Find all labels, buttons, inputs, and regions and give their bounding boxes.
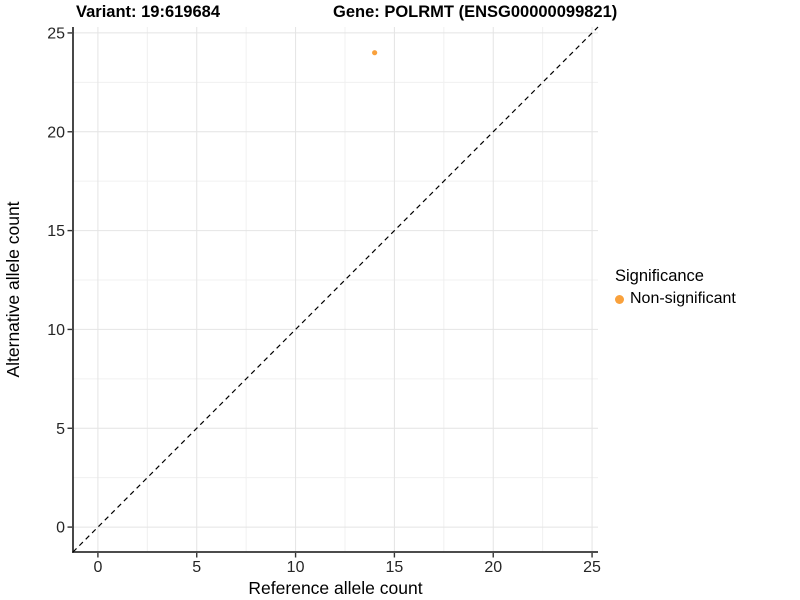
legend-title: Significance [615,267,704,285]
legend-item-label: Non-significant [630,290,736,307]
y-axis-title: Alternative allele count [3,201,23,377]
y-tick-label: 20 [47,124,65,141]
x-tick-label: 20 [484,559,502,576]
x-tick-label: 5 [192,559,201,576]
legend-item: Non-significant [615,290,736,308]
x-tick-label: 15 [386,559,404,576]
y-tick-label: 10 [47,322,65,339]
y-tick-label: 0 [56,520,65,537]
x-axis-title: Reference allele count [248,578,422,598]
y-tick-label: 25 [47,25,65,42]
x-tick-label: 25 [583,559,601,576]
data-point [372,50,378,56]
y-tick-label: 5 [56,421,65,438]
gene-title: Gene: POLRMT (ENSG00000099821) [333,3,618,21]
identity-line [72,26,599,553]
variant-title: Variant: 19:619684 [76,3,221,21]
y-tick-label: 15 [47,223,65,240]
x-tick-label: 0 [93,559,102,576]
orange-dot-icon [615,294,624,304]
legend: Significance Non-significant [615,266,736,308]
x-tick-label: 10 [287,559,305,576]
